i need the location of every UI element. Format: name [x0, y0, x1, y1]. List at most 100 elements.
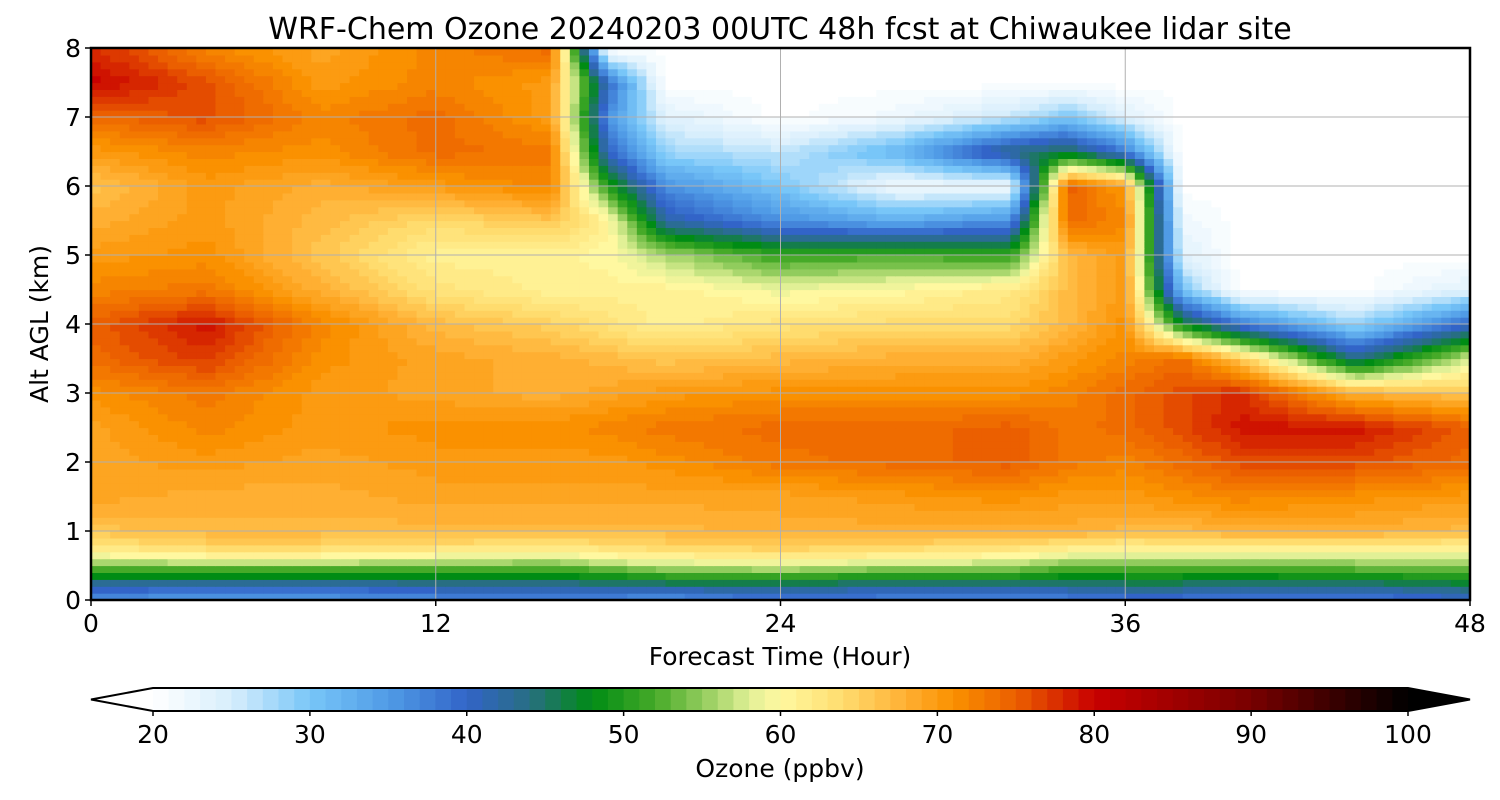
heatmap-cell — [167, 420, 178, 429]
heatmap-cell — [1288, 420, 1299, 429]
heatmap-cell — [1240, 558, 1251, 567]
heatmap-cell — [837, 489, 849, 498]
heatmap-cell — [818, 448, 829, 456]
heatmap-cell — [723, 358, 734, 366]
heatmap-cell — [407, 455, 418, 463]
heatmap-cell — [1077, 510, 1088, 518]
heatmap-cell — [1422, 517, 1433, 525]
heatmap-cell — [636, 468, 648, 477]
heatmap-cell — [1422, 579, 1433, 587]
heatmap-cell — [464, 579, 475, 587]
heatmap-cell — [1431, 510, 1442, 518]
heatmap-cell — [1335, 420, 1347, 429]
heatmap-cell — [253, 524, 264, 532]
heatmap-cell — [1460, 434, 1470, 442]
heatmap-cell — [818, 386, 829, 394]
heatmap-cell — [138, 565, 150, 573]
heatmap-cell — [933, 565, 944, 573]
heatmap-cell — [684, 406, 695, 415]
heatmap-cell — [1259, 531, 1270, 539]
heatmap-cell — [684, 462, 695, 470]
heatmap-cell — [1345, 379, 1356, 387]
heatmap-cell — [1048, 358, 1059, 366]
heatmap-cell — [1240, 586, 1251, 594]
heatmap-cell — [531, 434, 542, 442]
heatmap-cell — [368, 517, 379, 525]
heatmap-cell — [1240, 551, 1251, 560]
heatmap-cell — [244, 372, 255, 380]
heatmap-cell — [1316, 413, 1327, 422]
heatmap-cell — [330, 531, 341, 539]
heatmap-cell — [91, 462, 102, 470]
heatmap-cell — [435, 551, 446, 560]
heatmap-cell — [1067, 468, 1078, 477]
heatmap-cell — [359, 586, 370, 594]
heatmap-cell — [1144, 420, 1155, 429]
heatmap-cell — [474, 434, 485, 442]
heatmap-cell — [608, 551, 619, 560]
heatmap-cell — [1182, 420, 1193, 429]
heatmap-cell — [253, 551, 264, 560]
heatmap-cell — [1431, 524, 1442, 532]
heatmap-cell — [1402, 448, 1414, 456]
heatmap-cell — [646, 386, 657, 394]
heatmap-cell — [435, 572, 446, 580]
heatmap-cell — [627, 510, 638, 518]
heatmap-cell — [1383, 489, 1394, 498]
heatmap-cell — [483, 358, 494, 366]
heatmap-cell — [828, 565, 839, 573]
heatmap-cell — [933, 455, 944, 463]
heatmap-cell — [1383, 448, 1394, 456]
heatmap-cell — [253, 503, 264, 511]
heatmap-cell — [138, 399, 150, 408]
heatmap-cell — [407, 448, 418, 456]
heatmap-cell — [1335, 379, 1347, 387]
heatmap-cell — [1383, 468, 1394, 477]
heatmap-cell — [857, 372, 868, 380]
heatmap-cell — [1412, 593, 1423, 600]
heatmap-cell — [531, 517, 542, 525]
heatmap-cell — [1307, 593, 1318, 600]
heatmap-cell — [742, 455, 753, 463]
heatmap-cell — [244, 441, 255, 449]
heatmap-cell — [780, 406, 791, 415]
heatmap-cell — [1422, 586, 1433, 594]
heatmap-cell — [608, 379, 619, 387]
heatmap-cell — [617, 551, 628, 560]
heatmap-cell — [397, 448, 408, 456]
heatmap-cell — [694, 462, 705, 470]
heatmap-cell — [205, 468, 217, 477]
heatmap-cell — [416, 379, 427, 387]
heatmap-cell — [1374, 427, 1385, 435]
heatmap-cell — [924, 496, 935, 504]
heatmap-cell — [1077, 524, 1088, 532]
heatmap-cell — [550, 531, 561, 539]
heatmap-cell — [1393, 399, 1404, 408]
heatmap-cell — [1422, 372, 1433, 380]
heatmap-cell — [320, 503, 332, 511]
heatmap-cell — [1402, 593, 1414, 600]
heatmap-cell — [646, 365, 657, 373]
heatmap-cell — [579, 544, 590, 553]
heatmap-cell — [282, 482, 293, 491]
heatmap-cell — [177, 482, 188, 491]
heatmap-cell — [454, 462, 466, 470]
heatmap-cell — [924, 379, 935, 387]
heatmap-cell — [1431, 544, 1442, 553]
heatmap-cell — [627, 455, 638, 463]
heatmap-cell — [1221, 413, 1232, 422]
heatmap-cell — [675, 572, 686, 580]
heatmap-cell — [1153, 379, 1165, 387]
heatmap-cell — [483, 482, 494, 491]
heatmap-cell — [1355, 586, 1366, 594]
heatmap-cell — [608, 544, 619, 553]
heatmap-cell — [416, 496, 427, 504]
heatmap-cell — [1364, 510, 1375, 518]
heatmap-cell — [837, 475, 849, 484]
heatmap-cell — [158, 503, 169, 511]
heatmap-cell — [1326, 448, 1337, 456]
heatmap-cell — [1316, 544, 1327, 553]
heatmap-cell — [857, 393, 868, 401]
heatmap-cell — [91, 393, 102, 401]
